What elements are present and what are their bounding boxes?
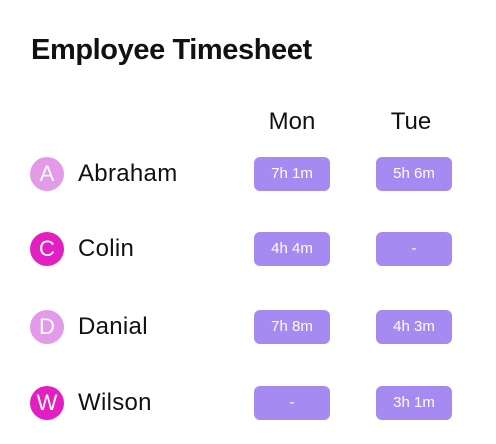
employee-name: Wilson <box>78 389 152 416</box>
column-header-tue: Tue <box>390 108 432 135</box>
time-chip-tue[interactable]: - <box>376 232 452 266</box>
employee-row-danial: D Danial 7h 8m 4h 3m <box>0 307 496 347</box>
employee-row-wilson: W Wilson - 3h 1m <box>0 383 496 423</box>
employee-row-abraham: A Abraham 7h 1m 5h 6m <box>0 154 496 194</box>
employee-name: Colin <box>78 235 135 262</box>
time-chip-tue[interactable]: 4h 3m <box>376 310 452 344</box>
time-chip-mon[interactable]: - <box>254 386 330 420</box>
avatar: C <box>30 232 64 266</box>
employee-name: Abraham <box>78 160 178 187</box>
time-chip-mon[interactable]: 7h 8m <box>254 310 330 344</box>
time-chip-mon[interactable]: 4h 4m <box>254 232 330 266</box>
time-chip-tue[interactable]: 5h 6m <box>376 157 452 191</box>
employee-row-colin: C Colin 4h 4m - <box>0 229 496 269</box>
employee-name: Danial <box>78 313 148 340</box>
avatar: A <box>30 157 64 191</box>
time-chip-tue[interactable]: 3h 1m <box>376 386 452 420</box>
page-title: Employee Timesheet <box>31 34 312 66</box>
avatar: W <box>30 386 64 420</box>
avatar: D <box>30 310 64 344</box>
time-chip-mon[interactable]: 7h 1m <box>254 157 330 191</box>
column-header-mon: Mon <box>268 108 316 135</box>
